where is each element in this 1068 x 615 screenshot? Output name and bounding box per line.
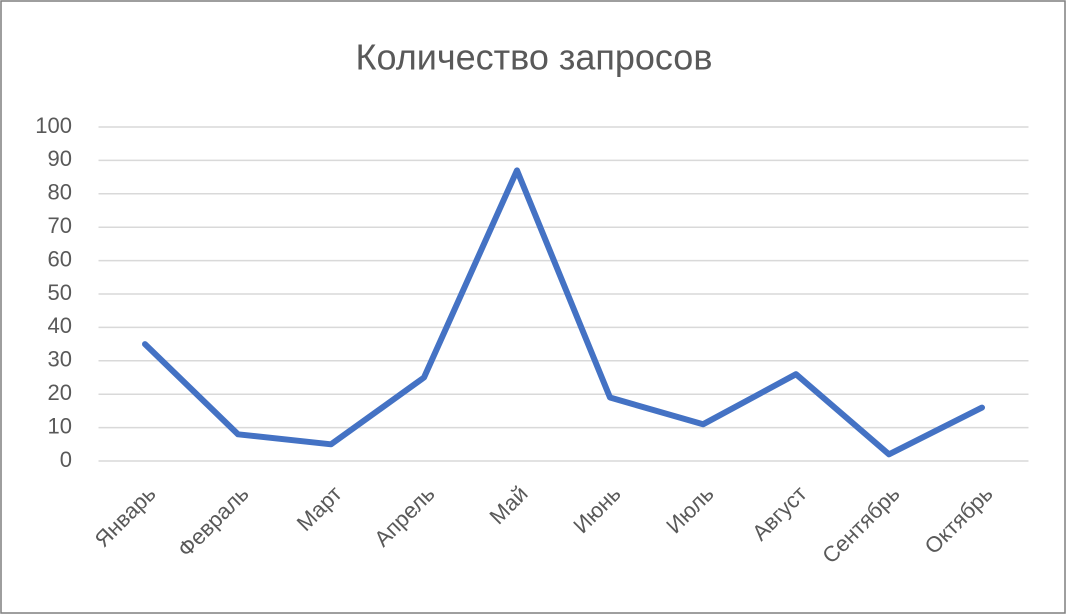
chart-title: Количество запросов (356, 37, 713, 78)
y-tick-label: 10 (48, 413, 72, 438)
y-tick-label: 20 (48, 380, 72, 405)
y-tick-label: 90 (48, 146, 72, 171)
y-tick-label: 50 (48, 280, 72, 305)
y-tick-label: 80 (48, 180, 72, 205)
y-tick-label: 100 (35, 113, 72, 138)
y-tick-label: 40 (48, 313, 72, 338)
y-tick-label: 30 (48, 347, 72, 372)
y-tick-label: 60 (48, 246, 72, 271)
y-tick-label: 0 (60, 447, 72, 472)
y-tick-label: 70 (48, 213, 72, 238)
data-line (142, 167, 985, 458)
